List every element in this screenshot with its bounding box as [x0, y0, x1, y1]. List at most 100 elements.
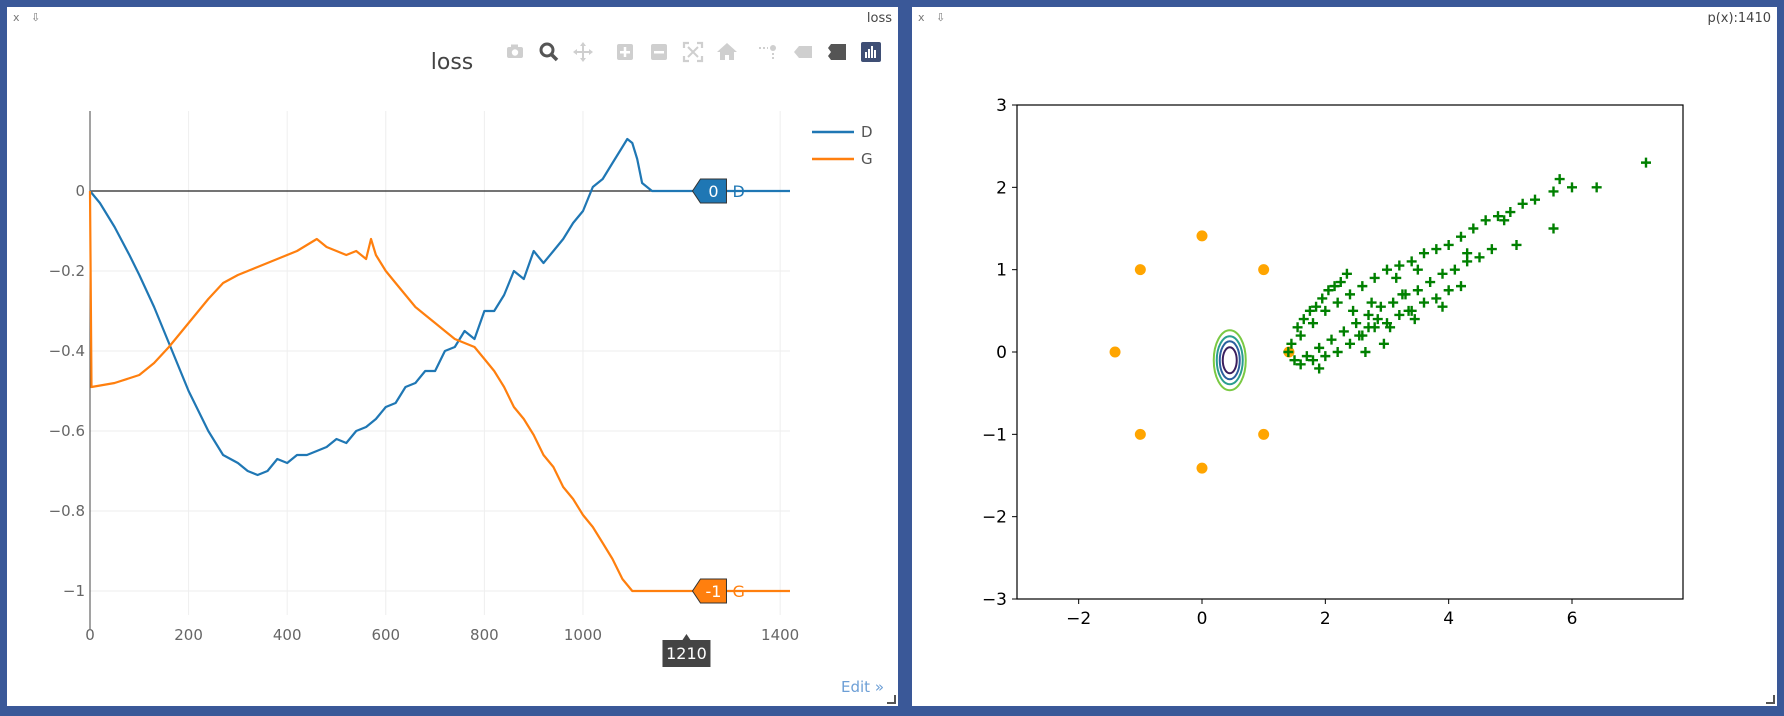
hover-value-G: -1	[706, 582, 722, 601]
edit-chart-link[interactable]: Edit »	[841, 678, 884, 696]
x-tick-label: 400	[273, 626, 302, 644]
plotly-logo-button[interactable]	[854, 37, 888, 67]
real-point	[1196, 462, 1208, 474]
generated-point	[1591, 182, 1602, 193]
hover-labels: 0 D -1 G 1210	[662, 178, 745, 667]
legend[interactable]: DG	[812, 123, 873, 168]
generated-point	[1341, 268, 1352, 279]
plot-modebar	[498, 37, 888, 67]
generated-point	[1308, 355, 1318, 366]
pane-close-button[interactable]: x	[918, 11, 925, 24]
y-tick-label: −3	[982, 590, 1007, 610]
zoom-button[interactable]	[532, 37, 566, 67]
generated-point	[1443, 285, 1454, 296]
hover-x-box	[662, 634, 711, 667]
generated-point	[1375, 301, 1386, 312]
chart-title: loss	[431, 50, 474, 75]
contour-level	[1212, 329, 1247, 392]
zoom-out-button[interactable]	[642, 37, 676, 67]
x-tick-label: 1400	[761, 626, 799, 644]
generated-point	[1311, 301, 1322, 312]
y-tick-label: −0.8	[49, 502, 85, 520]
generated-point	[1363, 322, 1374, 333]
pane-pin-button[interactable]: ⇩	[936, 11, 946, 24]
generated-point	[1511, 239, 1522, 250]
spike-lines-button[interactable]	[752, 37, 786, 67]
loss-chart[interactable]: loss 0 200 400 600 800 1000 1400 0 −0.2 −0.4 −0.6 −…	[7, 7, 898, 706]
generated-point	[1449, 264, 1460, 275]
generated-point	[1480, 215, 1491, 226]
generated-point	[1548, 186, 1559, 197]
resize-handle[interactable]	[1766, 695, 1775, 704]
zoom-in-button[interactable]	[608, 37, 642, 67]
generated-point	[1456, 231, 1466, 242]
generated-point	[1530, 194, 1540, 205]
home-button[interactable]	[710, 37, 744, 67]
y-tick-label: −0.4	[49, 342, 85, 360]
generated-point	[1372, 314, 1383, 325]
generated-point	[1437, 268, 1448, 279]
plotly-logo-icon	[861, 42, 881, 62]
legend-label-G: G	[861, 150, 873, 168]
generated-point	[1388, 297, 1399, 308]
legend-label-D: D	[861, 123, 873, 141]
real-samples	[1109, 230, 1295, 474]
y-tick-label: −1	[63, 582, 85, 600]
hover-closest-icon	[794, 46, 812, 58]
generated-point	[1437, 301, 1448, 312]
hover-compare-button[interactable]	[820, 37, 854, 67]
generated-point	[1345, 338, 1355, 349]
generated-point	[1443, 239, 1454, 250]
generated-point	[1425, 277, 1436, 288]
y-tick-label: −1	[982, 425, 1007, 445]
real-point	[1109, 346, 1121, 358]
generated-point	[1345, 289, 1355, 300]
generated-point	[1486, 244, 1497, 255]
pane-close-button[interactable]: x	[13, 11, 20, 24]
generated-point	[1419, 248, 1429, 259]
generated-point	[1462, 248, 1473, 259]
x-tick-label: 0	[1197, 609, 1208, 629]
pane-pin-button[interactable]: ⇩	[31, 11, 41, 24]
camera-button[interactable]	[498, 37, 532, 67]
camera-icon	[507, 44, 523, 58]
generated-point	[1304, 305, 1315, 316]
x-tick-label: 800	[470, 626, 499, 644]
generated-point	[1335, 277, 1346, 288]
x-tick-label: 6	[1567, 609, 1578, 629]
hover-x-label: 1210	[662, 634, 711, 667]
y-tick-label: 0	[996, 343, 1007, 363]
generated-point	[1298, 314, 1309, 325]
generated-point	[1351, 318, 1362, 329]
hover-series-G: G	[732, 582, 744, 601]
x-tick-label: 600	[371, 626, 400, 644]
x-tick-label: −2	[1066, 609, 1091, 629]
generated-point	[1332, 347, 1343, 357]
hover-value-D: 0	[708, 182, 718, 201]
generated-point	[1289, 355, 1300, 366]
y-tick-label: −0.6	[49, 422, 85, 440]
pan-icon	[573, 42, 593, 62]
x-tick-label: 4	[1443, 609, 1454, 629]
generated-point	[1326, 334, 1337, 345]
autoscale-icon	[682, 41, 704, 63]
y-tick-label: 1	[996, 261, 1007, 281]
hover-flag-G	[691, 578, 727, 604]
generated-point	[1314, 363, 1325, 374]
pan-button[interactable]	[566, 37, 600, 67]
x-tick-label: 200	[174, 626, 203, 644]
generated-point	[1456, 281, 1466, 292]
loss-pane: x ⇩ loss loss 0 200 400 600 800 1000 1400 0 −0.2…	[7, 7, 898, 706]
zoom-in-icon	[617, 44, 633, 60]
resize-handle[interactable]	[887, 695, 896, 704]
series-line-D	[89, 137, 790, 477]
generated-point	[1548, 223, 1559, 234]
autoscale-button[interactable]	[676, 37, 710, 67]
hover-flag-D	[691, 178, 727, 204]
axes: 0 200 400 600 800 1000 1400 0 −0.2 −0.4 −0.6 −0.8 −1	[49, 111, 799, 644]
hover-compare-icon	[828, 44, 846, 60]
generated-point	[1567, 182, 1577, 193]
hover-closest-button[interactable]	[786, 37, 820, 67]
generated-point	[1354, 330, 1365, 341]
generated-point	[1554, 174, 1565, 185]
